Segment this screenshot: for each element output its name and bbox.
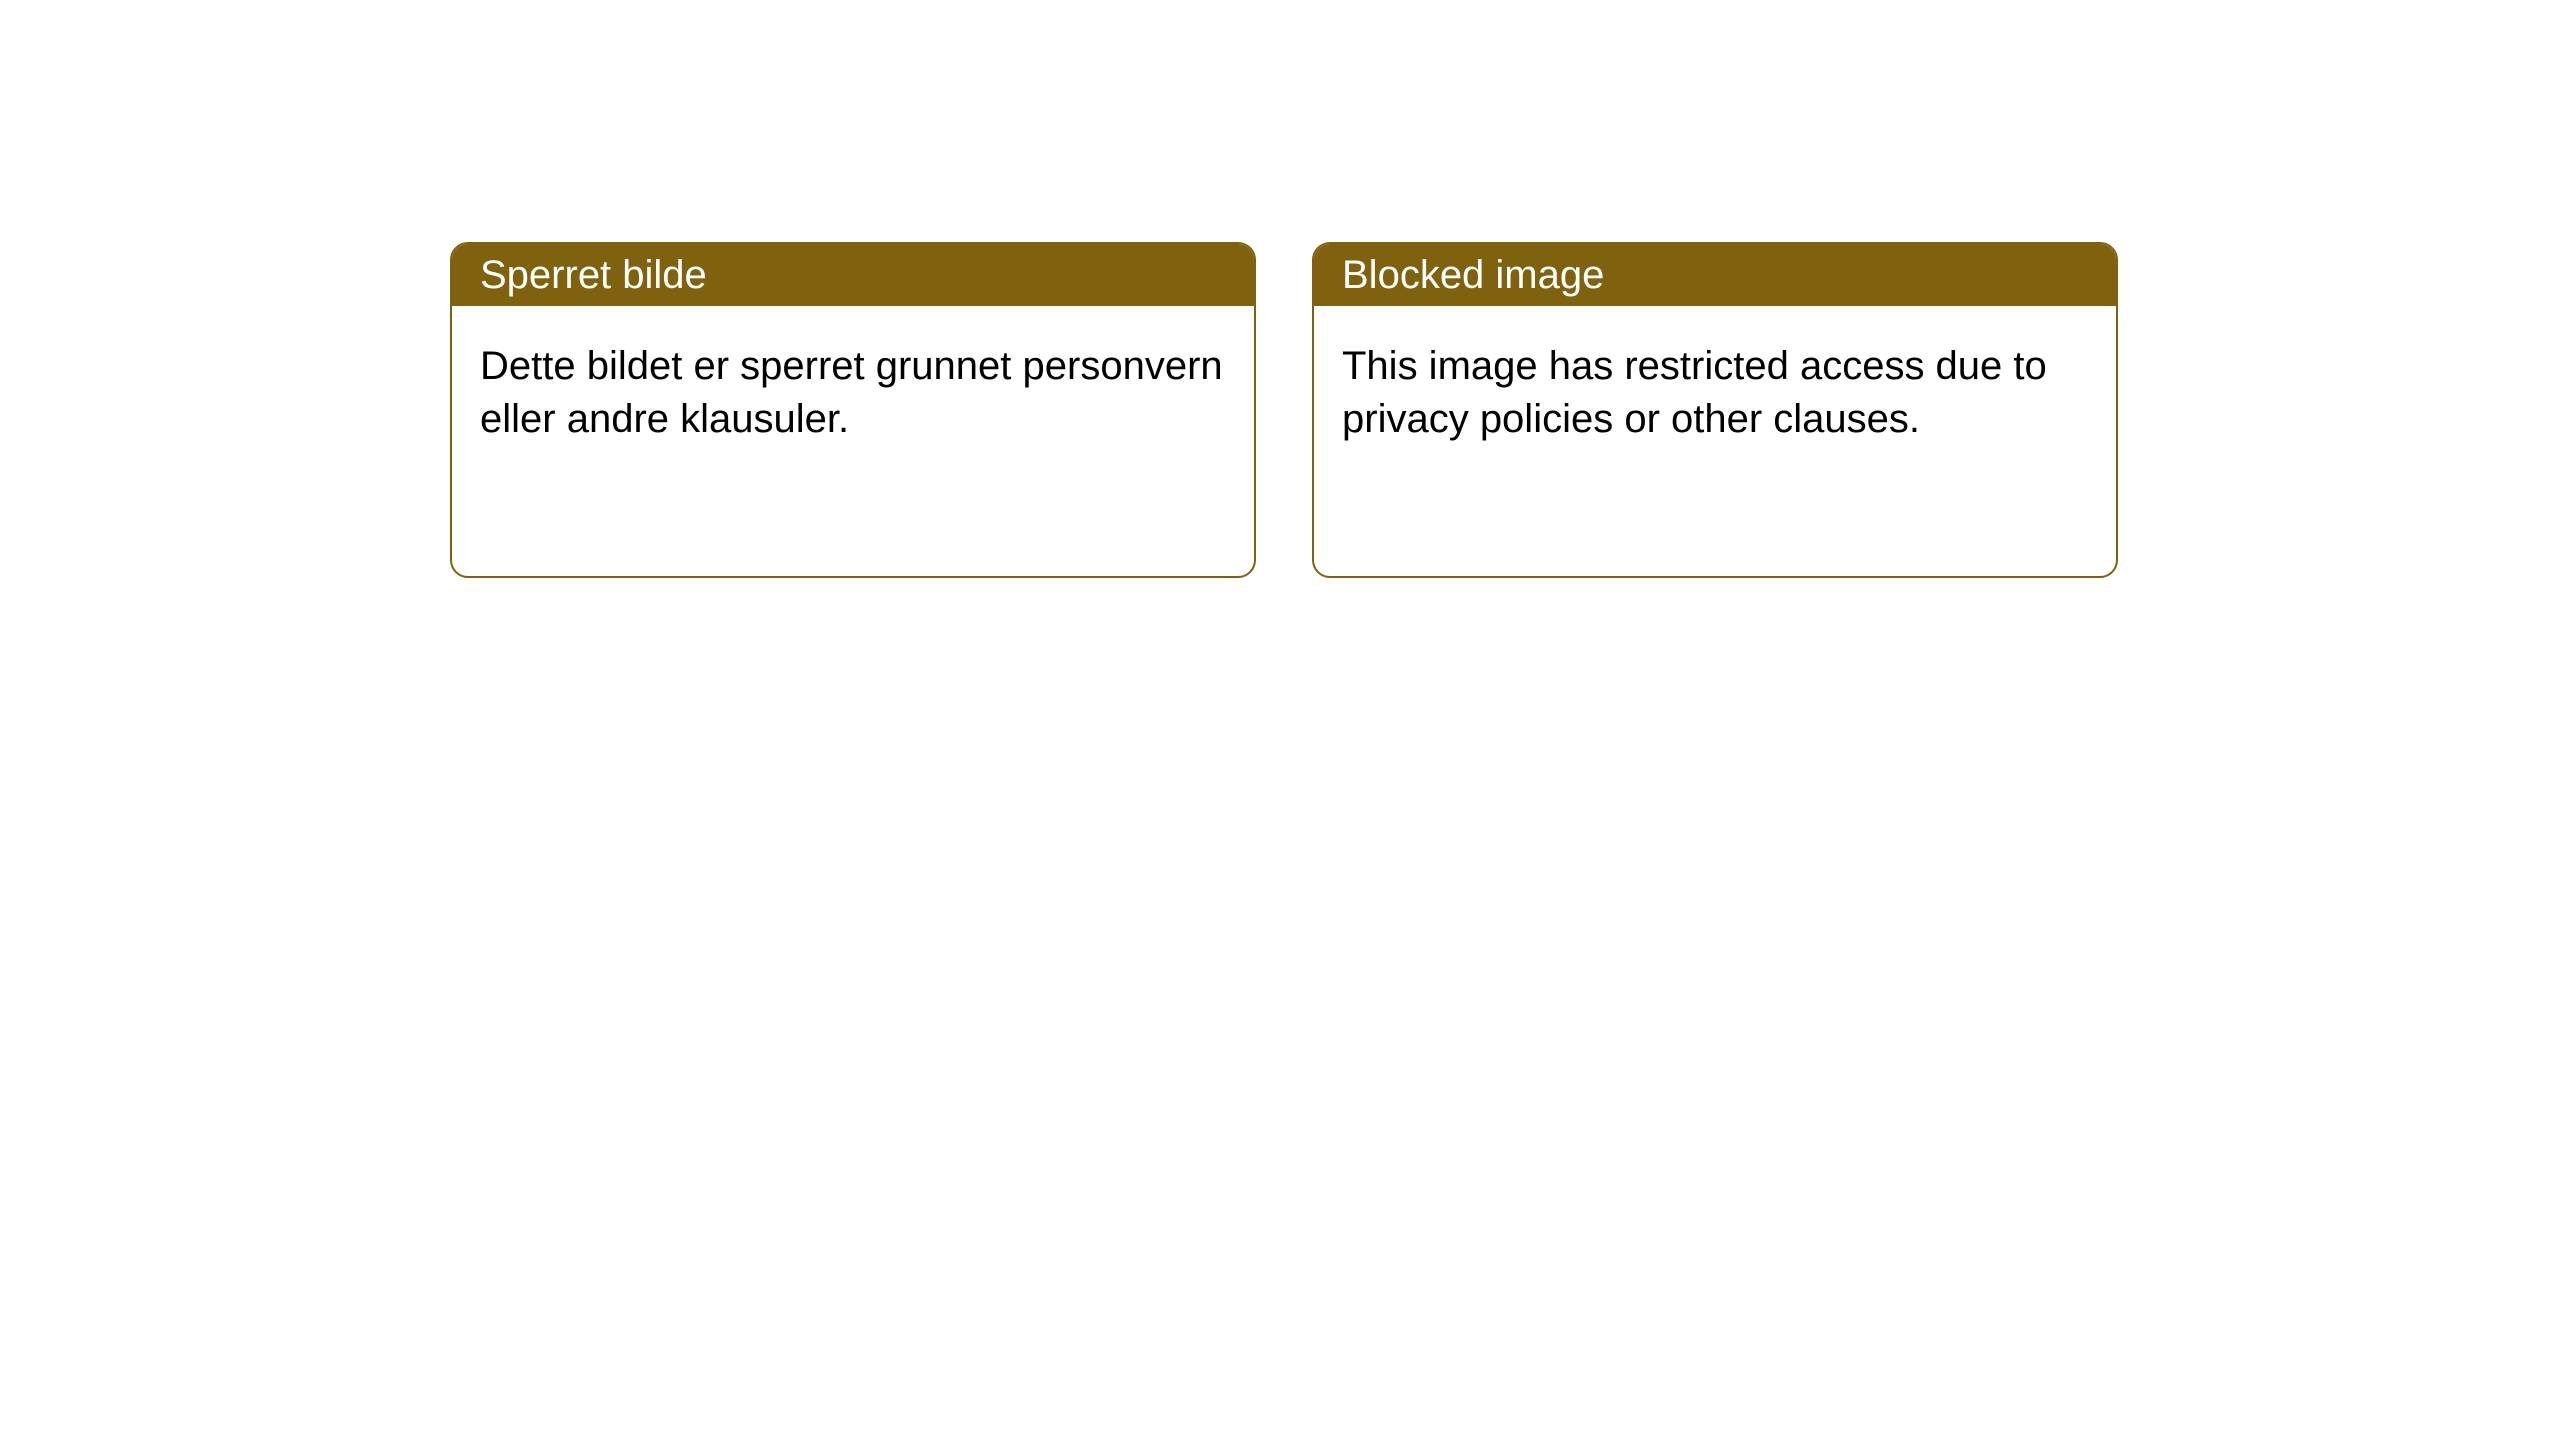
notice-header-norwegian: Sperret bilde — [452, 244, 1254, 306]
notice-header-english: Blocked image — [1314, 244, 2116, 306]
notice-card-norwegian: Sperret bilde Dette bildet er sperret gr… — [450, 242, 1256, 578]
notice-header-text: Blocked image — [1342, 253, 1604, 298]
notice-body-text: Dette bildet er sperret grunnet personve… — [480, 344, 1223, 441]
notice-header-text: Sperret bilde — [480, 253, 707, 298]
notice-container: Sperret bilde Dette bildet er sperret gr… — [0, 0, 2560, 578]
notice-body-text: This image has restricted access due to … — [1342, 344, 2047, 441]
notice-card-english: Blocked image This image has restricted … — [1312, 242, 2118, 578]
notice-body-norwegian: Dette bildet er sperret grunnet personve… — [452, 306, 1254, 480]
notice-body-english: This image has restricted access due to … — [1314, 306, 2116, 480]
